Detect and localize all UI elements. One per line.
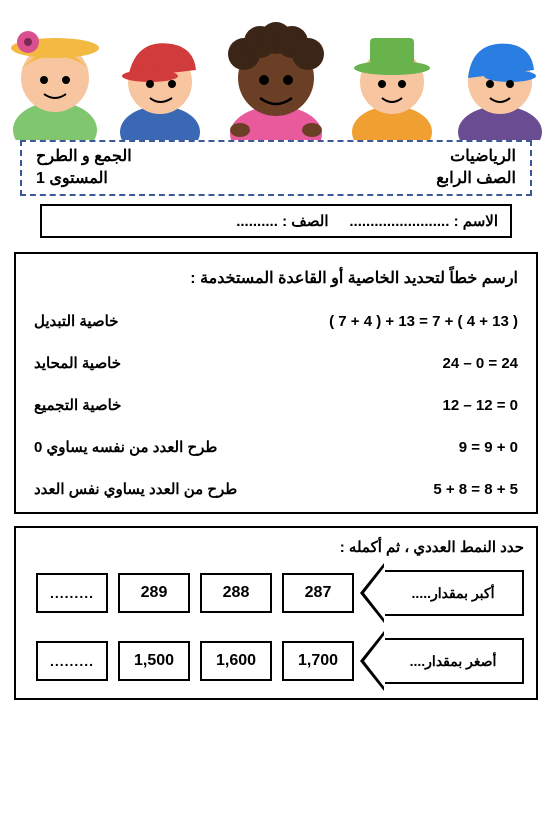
pattern2-label-text: أصغر بمقدار....: [410, 653, 497, 670]
kid-4: [352, 38, 432, 140]
kid-3: [228, 22, 324, 140]
pattern2-cell-3: 1,500: [118, 641, 190, 681]
class-label: الصف :: [282, 213, 328, 230]
kid-2: [120, 43, 200, 140]
pattern1-cell-4[interactable]: .........: [36, 573, 108, 613]
topic-label: الجمع و الطرح: [36, 146, 132, 168]
subject-label: الرياضيات: [436, 146, 516, 168]
equation-2: 24 – 0 = 24: [443, 355, 518, 372]
match-row-5[interactable]: طرح من العدد يساوي نفس العدد 5 + 8 = 8 +…: [34, 480, 518, 498]
equation-3: 12 – 12 = 0: [443, 397, 518, 414]
exercise1-instruction: ارسم خطاً لتحديد الخاصية أو القاعدة المس…: [34, 268, 518, 288]
grade-label: الصف الرابع: [436, 168, 516, 190]
exercise1-box: ارسم خطاً لتحديد الخاصية أو القاعدة المس…: [14, 252, 538, 514]
pattern2-boxes: ......... 1,500 1,600 1,700: [36, 641, 354, 681]
match-row-2[interactable]: خاصية المحايد 24 – 0 = 24: [34, 354, 518, 372]
pattern2-cell-1: 1,700: [282, 641, 354, 681]
header-left-block: الجمع و الطرح المستوى 1: [36, 146, 132, 191]
pattern1-cell-3: 289: [118, 573, 190, 613]
exercise2-title: حدد النمط العددي ، ثم أكمله :: [28, 538, 524, 556]
name-class-row: الاسم : ........................ الصف : …: [40, 204, 512, 238]
pattern1-label-text: أكبر بمقدار.....: [412, 585, 495, 602]
exercise2-box: حدد النمط العددي ، ثم أكمله : أكبر بمقدا…: [14, 526, 538, 700]
header-right-block: الرياضيات الصف الرابع: [436, 146, 516, 191]
pattern-row-1: أكبر بمقدار..... ......... 289 288 287: [28, 570, 524, 616]
pattern2-label: أصغر بمقدار....: [384, 638, 524, 684]
pattern2-cell-4[interactable]: .........: [36, 641, 108, 681]
class-blank[interactable]: ..........: [236, 213, 278, 230]
level-label: المستوى 1: [36, 168, 132, 190]
kid-5: [458, 44, 542, 140]
property-5: طرح من العدد يساوي نفس العدد: [34, 480, 237, 498]
equation-1: ( 7 + 4 ) + 13 = 7 + ( 4 + 13 ): [329, 313, 518, 330]
kids-illustration: [0, 0, 552, 140]
kid-1: [11, 31, 99, 140]
name-blank[interactable]: ........................: [349, 213, 449, 230]
pattern1-label: أكبر بمقدار.....: [384, 570, 524, 616]
match-row-4[interactable]: طرح العدد من نفسه يساوي 0 9 = 9 + 0: [34, 438, 518, 456]
equation-4: 9 = 9 + 0: [459, 439, 518, 456]
property-3: خاصية التجميع: [34, 396, 121, 414]
pattern1-cell-2: 288: [200, 573, 272, 613]
property-2: خاصية المحايد: [34, 354, 121, 372]
pattern1-boxes: ......... 289 288 287: [36, 573, 354, 613]
header-box: الرياضيات الصف الرابع الجمع و الطرح المس…: [20, 140, 532, 196]
name-label: الاسم :: [454, 213, 498, 230]
match-row-1[interactable]: خاصية التبديل ( 7 + 4 ) + 13 = 7 + ( 4 +…: [34, 312, 518, 330]
pattern2-cell-2: 1,600: [200, 641, 272, 681]
property-4: طرح العدد من نفسه يساوي 0: [34, 438, 217, 456]
pattern-row-2: أصغر بمقدار.... ......... 1,500 1,600 1,…: [28, 638, 524, 684]
property-1: خاصية التبديل: [34, 312, 119, 330]
match-row-3[interactable]: خاصية التجميع 12 – 12 = 0: [34, 396, 518, 414]
pattern1-cell-1: 287: [282, 573, 354, 613]
equation-5: 5 + 8 = 8 + 5: [433, 481, 518, 498]
